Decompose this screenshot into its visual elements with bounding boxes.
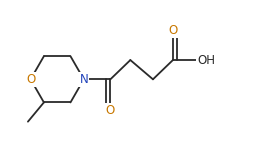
Text: O: O: [106, 104, 115, 117]
Text: O: O: [168, 24, 177, 37]
Text: O: O: [26, 73, 35, 86]
Text: OH: OH: [197, 54, 215, 67]
Text: N: N: [80, 73, 88, 86]
